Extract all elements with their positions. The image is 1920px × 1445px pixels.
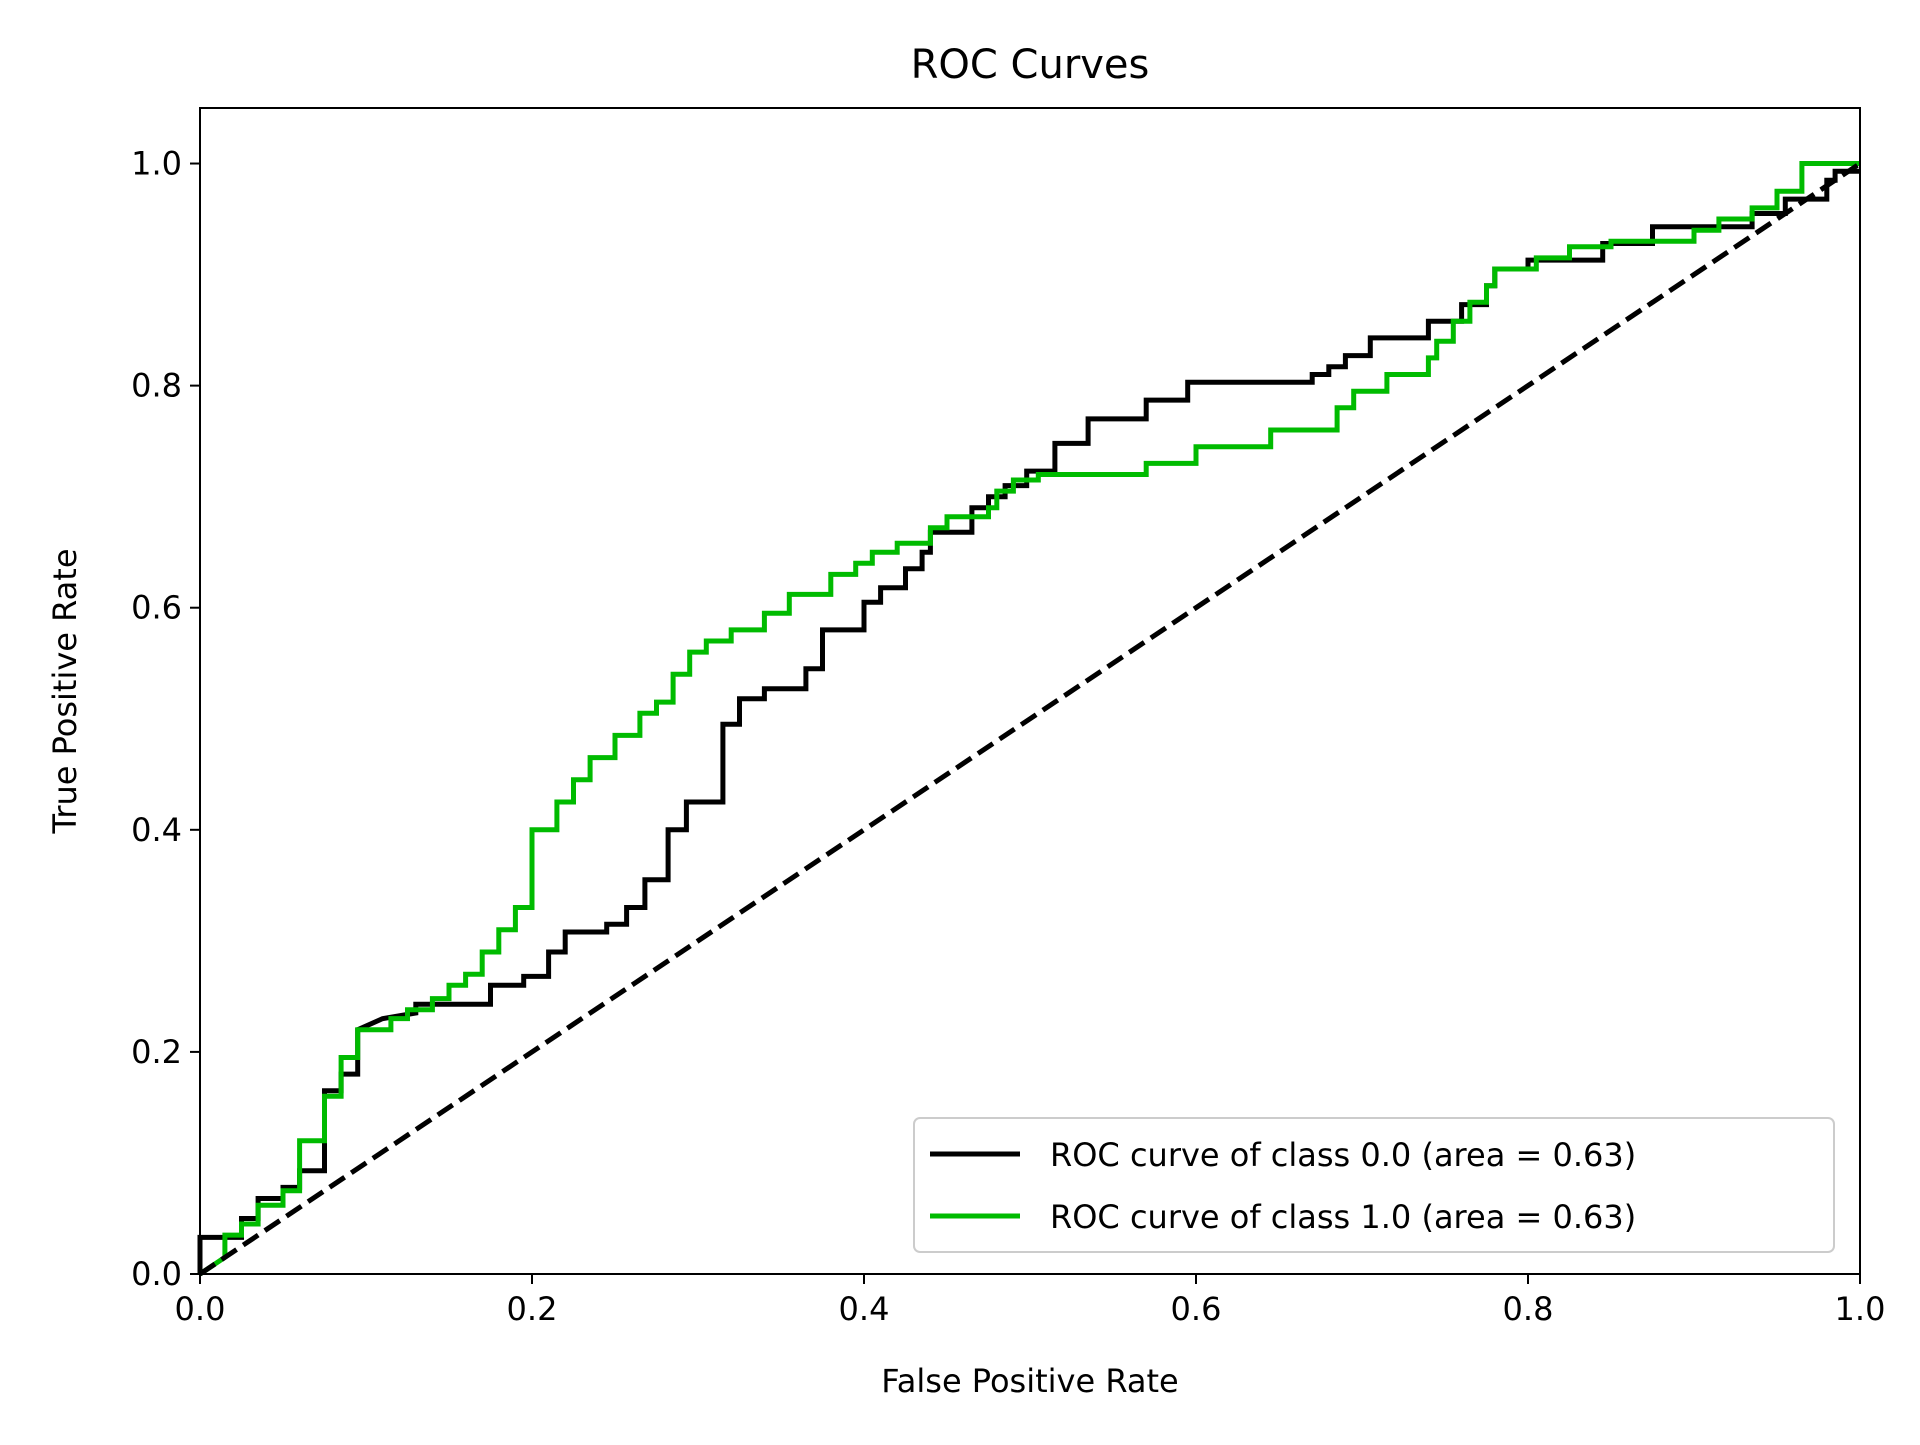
y-tick-label: 0.6 (131, 589, 182, 627)
legend: ROC curve of class 0.0 (area = 0.63) ROC… (913, 1117, 1835, 1253)
roc-curve-class-1 (198, 161, 1860, 1277)
x-tick-label: 0.4 (839, 1290, 890, 1328)
chance-diagonal-line (198, 161, 1862, 1277)
chart-title: ROC Curves (911, 42, 1150, 88)
x-tick-label: 1.0 (1835, 1290, 1886, 1328)
y-axis-label: True Positive Rate (46, 548, 84, 834)
x-tick-label: 0.8 (1503, 1290, 1554, 1328)
x-axis-label: False Positive Rate (881, 1362, 1178, 1400)
legend-label-class-0: ROC curve of class 0.0 (area = 0.63) (1050, 1136, 1636, 1174)
ticks-layer: 0.0 0.2 0.4 0.6 0.8 1.0 0.0 0.2 0.4 0.6 0.8 1.0 (131, 145, 1885, 1328)
y-tick-label: 0.0 (131, 1255, 182, 1293)
legend-box (913, 1117, 1835, 1253)
legend-label-class-1: ROC curve of class 1.0 (area = 0.63) (1050, 1198, 1636, 1236)
x-tick-label: 0.2 (507, 1290, 558, 1328)
plot-frame (199, 107, 1861, 1275)
y-tick-label: 0.4 (131, 811, 182, 849)
x-tick-label: 0.6 (1171, 1290, 1222, 1328)
y-tick-label: 1.0 (131, 145, 182, 183)
data-layer (197, 161, 1862, 1277)
x-tick-label: 0.0 (175, 1290, 226, 1328)
y-tick-label: 0.8 (131, 367, 182, 405)
y-tick-label: 0.2 (131, 1033, 182, 1071)
